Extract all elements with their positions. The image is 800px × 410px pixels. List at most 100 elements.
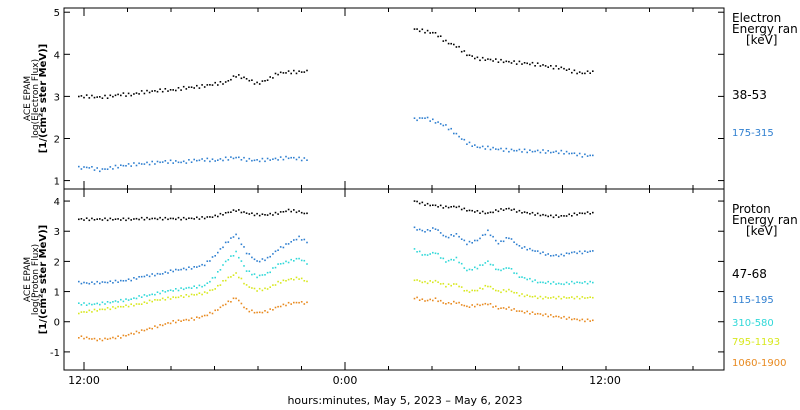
data-point <box>180 218 182 221</box>
data-point <box>581 296 584 298</box>
data-point <box>159 161 161 164</box>
data-point <box>432 227 434 229</box>
data-point <box>251 212 253 214</box>
data-point <box>80 311 83 313</box>
data-point <box>418 117 421 119</box>
data-point <box>565 281 568 284</box>
data-point <box>468 268 471 271</box>
data-point <box>91 311 93 313</box>
data-point <box>536 149 539 152</box>
data-point <box>264 310 266 312</box>
data-point <box>85 166 88 169</box>
data-point <box>161 273 164 275</box>
data-point <box>180 161 182 164</box>
data-point <box>230 255 232 257</box>
data-point <box>458 301 460 304</box>
data-point <box>106 301 109 303</box>
data-point <box>161 290 164 292</box>
data-point <box>293 239 295 241</box>
data-point <box>240 159 243 161</box>
data-point <box>442 124 445 127</box>
data-point <box>484 59 487 61</box>
data-point <box>474 266 476 269</box>
data-point <box>172 162 174 164</box>
data-point <box>437 281 439 283</box>
data-point <box>416 229 418 231</box>
data-point <box>508 237 510 240</box>
data-point <box>120 305 122 308</box>
data-point <box>83 219 85 221</box>
data-point <box>484 302 487 305</box>
data-point <box>258 287 261 290</box>
data-point <box>78 337 80 339</box>
data-point <box>122 300 125 303</box>
data-point <box>243 265 245 267</box>
data-point <box>240 302 243 305</box>
data-point <box>510 148 513 151</box>
data-point <box>489 303 492 305</box>
data-point <box>219 284 222 286</box>
data-point <box>196 293 198 296</box>
data-point <box>592 281 594 284</box>
data-point <box>245 78 248 80</box>
data-point <box>508 306 510 309</box>
data-point <box>185 218 188 221</box>
data-point <box>258 160 261 163</box>
data-point <box>453 235 455 237</box>
data-point <box>258 274 261 277</box>
legend-entry: 47-68 <box>732 267 767 281</box>
data-point <box>245 252 248 255</box>
data-point <box>211 277 214 279</box>
data-point <box>248 79 251 82</box>
data-point <box>269 76 271 78</box>
data-point <box>303 238 306 241</box>
data-point <box>298 210 300 212</box>
data-point <box>429 280 431 282</box>
data-point <box>253 287 256 290</box>
data-point <box>539 313 542 315</box>
data-point <box>495 58 497 60</box>
data-point <box>450 284 452 287</box>
data-point <box>450 234 452 236</box>
data-point <box>568 152 570 155</box>
data-point <box>248 310 251 313</box>
data-point <box>154 163 156 165</box>
data-point <box>83 281 85 284</box>
data-point <box>484 233 487 236</box>
data-point <box>437 35 439 38</box>
data-point <box>529 63 531 66</box>
data-point <box>104 337 106 340</box>
data-point <box>563 283 565 286</box>
data-point <box>515 149 518 152</box>
data-point <box>434 228 437 230</box>
data-point <box>198 87 201 89</box>
data-point <box>175 218 177 221</box>
data-point <box>508 150 510 153</box>
data-point <box>245 212 248 214</box>
data-point <box>78 280 80 283</box>
series-795-1193 <box>78 272 594 315</box>
data-point <box>235 210 237 212</box>
data-point <box>175 268 177 271</box>
data-point <box>127 305 130 308</box>
data-point <box>424 300 426 302</box>
data-point <box>495 239 497 242</box>
data-point <box>251 309 253 312</box>
data-point <box>222 159 224 162</box>
data-point <box>235 250 237 253</box>
data-point <box>169 159 172 162</box>
data-point <box>201 84 203 86</box>
data-point <box>85 94 88 96</box>
data-point <box>487 229 489 232</box>
data-point <box>453 259 455 261</box>
y-tick-label: 3 <box>54 92 60 103</box>
data-point <box>230 301 232 303</box>
data-point <box>531 311 534 313</box>
series-47-68 <box>78 200 594 222</box>
data-point <box>429 230 431 232</box>
x-tick-label: 12:00 <box>68 374 100 387</box>
data-point <box>83 311 85 313</box>
data-point <box>573 251 576 253</box>
data-point <box>439 257 442 259</box>
data-point <box>571 71 573 74</box>
